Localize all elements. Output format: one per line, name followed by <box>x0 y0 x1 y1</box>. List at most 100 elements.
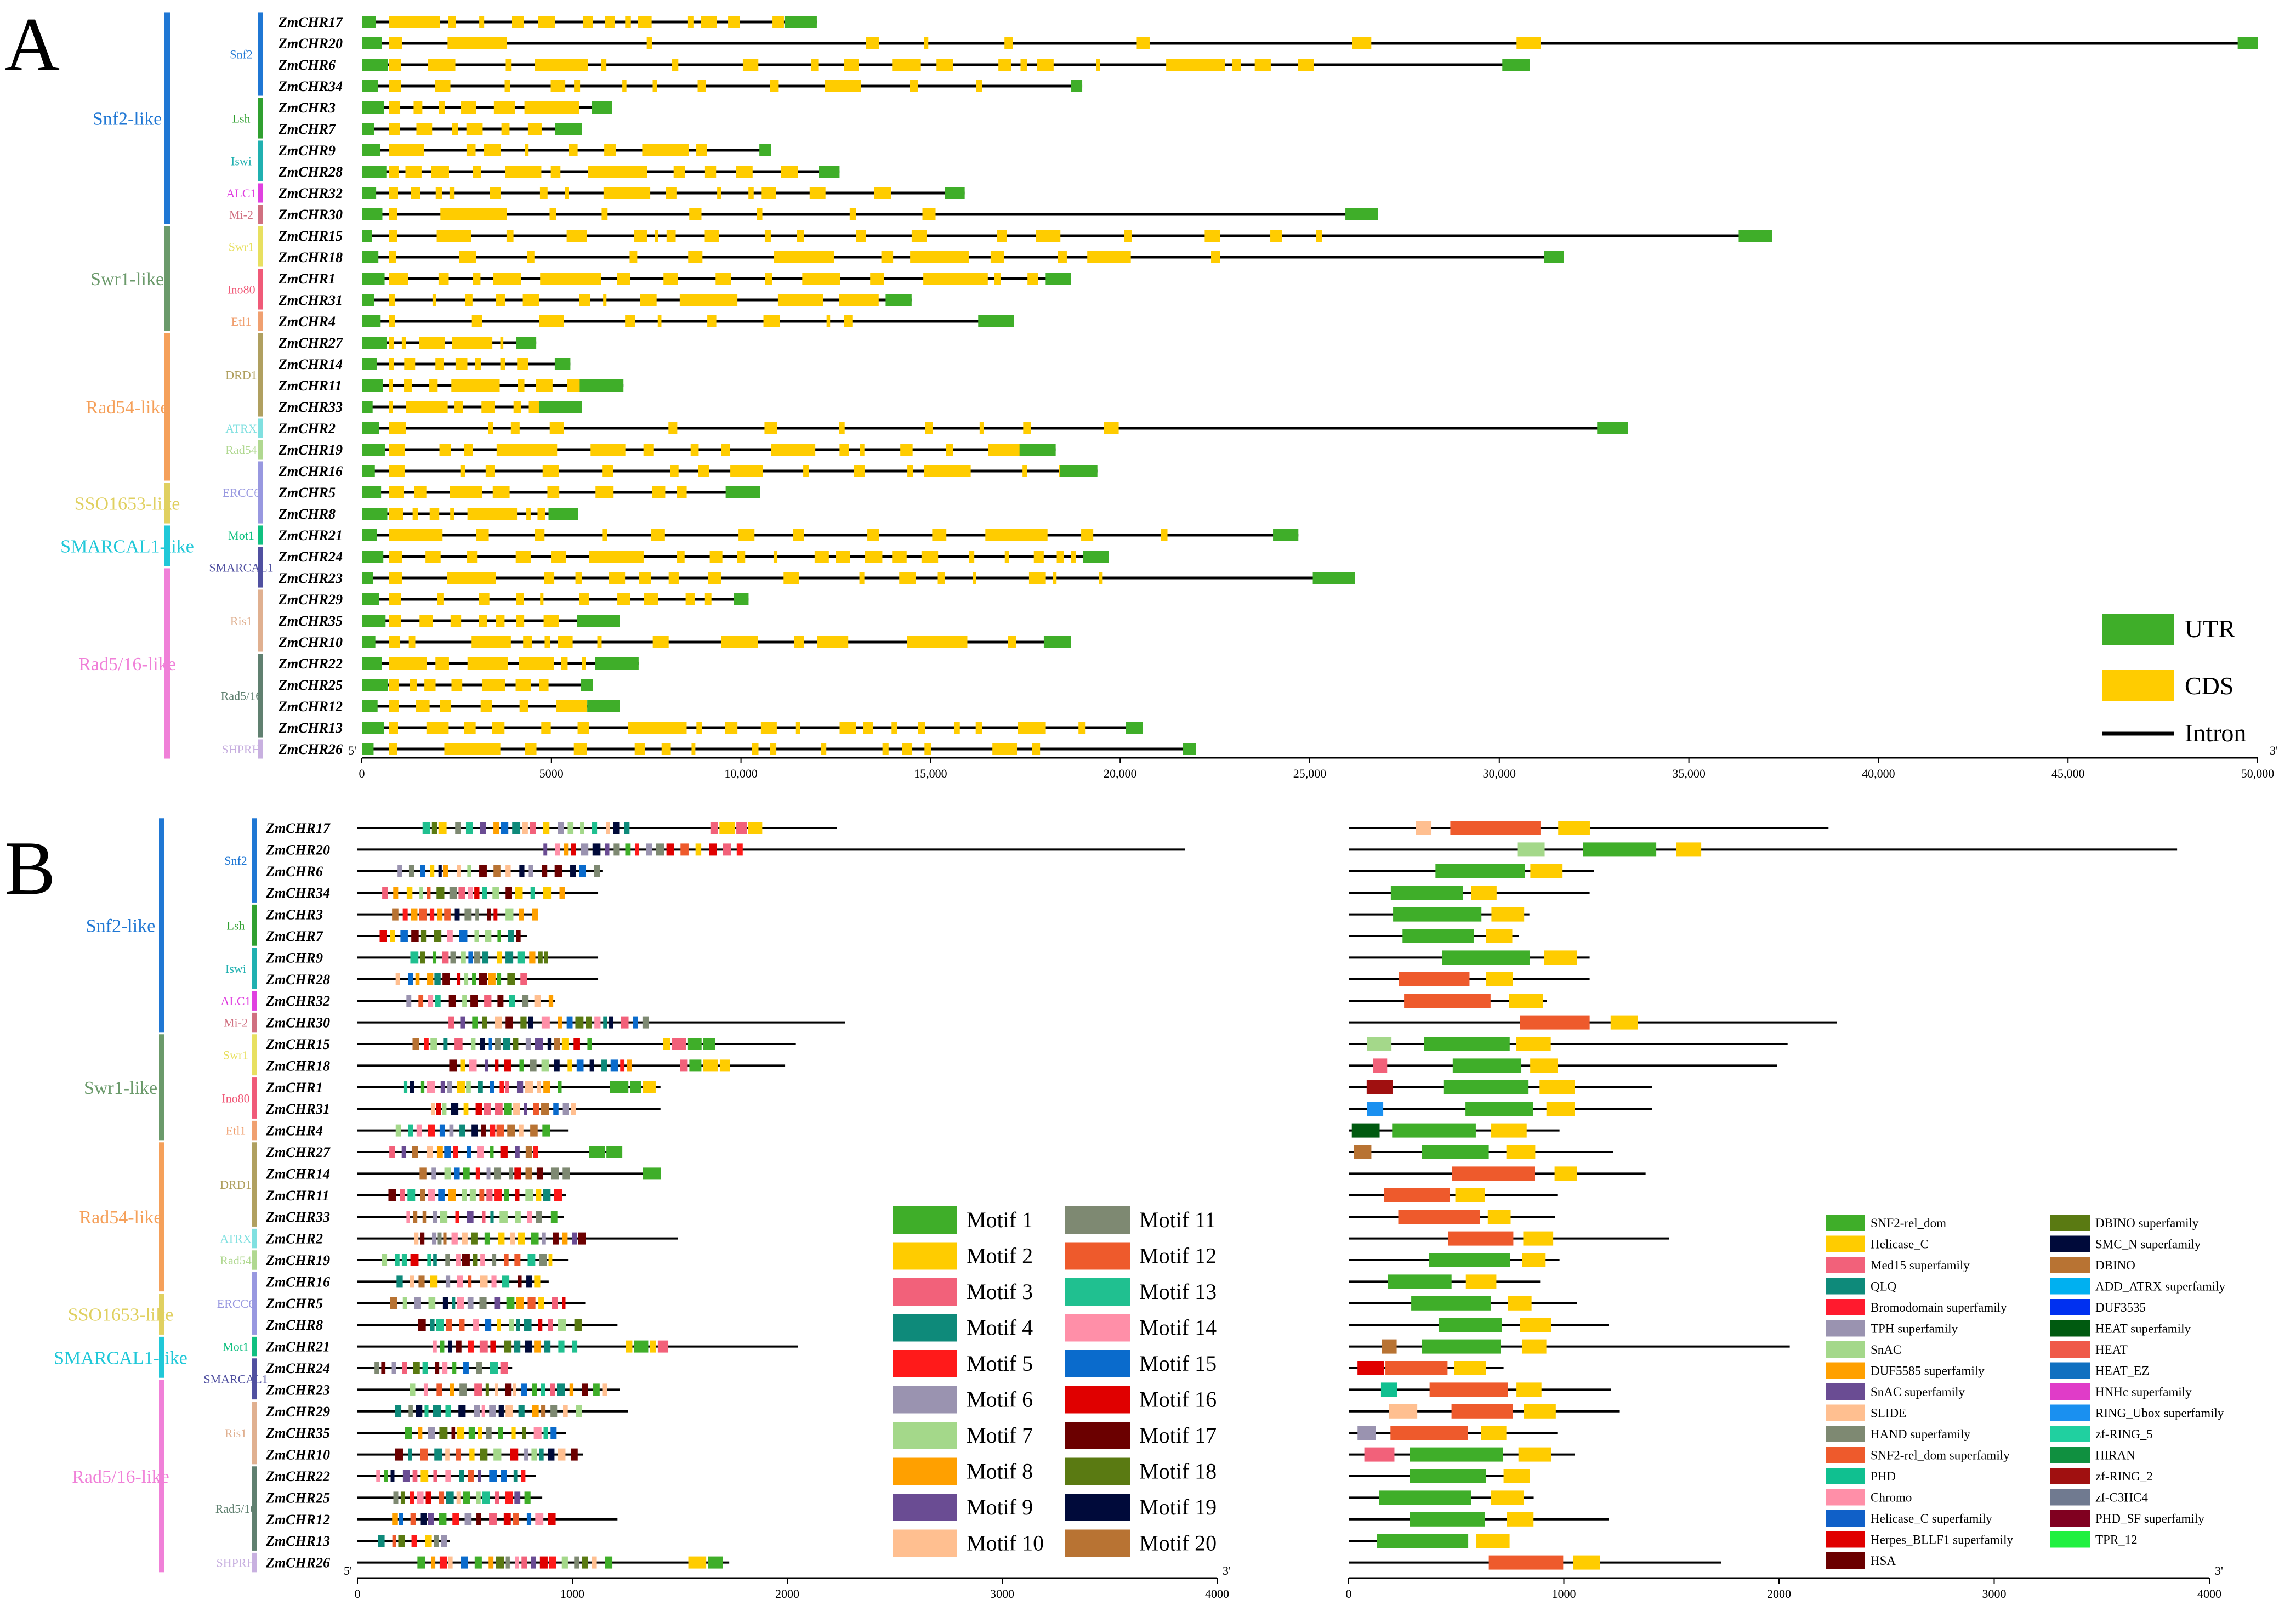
cds-block <box>604 144 616 156</box>
gene-name: ZmCHR35 <box>278 613 343 629</box>
motif-block <box>498 1427 503 1439</box>
motif-block <box>559 887 565 899</box>
motif-block <box>378 1535 384 1547</box>
motif-block <box>499 1211 508 1223</box>
motif-block <box>427 973 433 985</box>
motif-block <box>448 1189 456 1201</box>
cds-block <box>669 572 679 584</box>
cds-block <box>653 636 669 648</box>
motif-block <box>519 1125 524 1137</box>
cds-block <box>781 166 798 178</box>
cds-block <box>447 572 496 584</box>
cds-block <box>492 722 505 734</box>
cds-block <box>839 444 849 456</box>
motif-legend-label: Motif 10 <box>967 1531 1044 1556</box>
motif-block <box>723 843 731 855</box>
cds-block <box>705 166 716 178</box>
cds-block <box>427 722 449 734</box>
motif-block <box>401 1491 405 1504</box>
cds-block <box>523 294 539 306</box>
domain-legend-label: HEAT superfamily <box>2095 1322 2191 1336</box>
subfamily-label: ERCC6 <box>223 486 260 500</box>
cds-block <box>468 657 508 670</box>
motif-block <box>466 1081 471 1093</box>
cds-block <box>550 422 564 434</box>
domain-legend-label: Chromo <box>1871 1491 1912 1505</box>
motif-block <box>488 1038 492 1050</box>
motif-block <box>429 1297 436 1309</box>
subfamily-label: Lsh <box>232 112 251 126</box>
motif-block <box>555 843 560 855</box>
motif-block <box>396 1125 401 1137</box>
motif-block <box>505 951 513 963</box>
motif-block <box>444 909 451 921</box>
cds-block <box>1096 59 1100 71</box>
motif-block <box>504 1254 508 1266</box>
motif-block <box>443 1038 447 1050</box>
three-prime-label: 3' <box>1223 1564 1231 1578</box>
subfamily-bar <box>252 1142 257 1227</box>
motif-block <box>434 930 441 942</box>
cds-block <box>481 700 492 712</box>
motif-block <box>454 1167 459 1179</box>
motif-block <box>484 995 491 1007</box>
utr-block <box>1313 572 1355 584</box>
cds-block <box>1078 722 1085 734</box>
subfamily-label: Ino80 <box>227 283 255 297</box>
motif-block <box>624 822 629 834</box>
cds-block <box>439 273 449 285</box>
cds-block <box>867 529 879 541</box>
motif-legend-label: Motif 9 <box>967 1495 1033 1519</box>
motif-block <box>396 973 400 985</box>
subfamily-bar <box>258 589 263 651</box>
motif-block <box>538 1297 544 1309</box>
cds-block <box>865 551 882 563</box>
domain-block <box>1399 972 1470 986</box>
domain-legend-swatch <box>2050 1510 2090 1527</box>
cds-block <box>821 743 826 755</box>
x-tick-label: 2000 <box>1767 1587 1791 1601</box>
family-brackets-a: Snf2-like Swr1-like Rad54-like SSO1653-like… <box>60 12 274 758</box>
cds-block <box>538 16 555 28</box>
utr-block <box>362 187 376 199</box>
family-bar <box>159 1034 164 1140</box>
motif-block <box>527 1254 535 1266</box>
utr-block <box>362 486 381 498</box>
motif-block <box>411 1513 416 1525</box>
cds-block <box>856 230 866 242</box>
motif-block <box>515 1146 520 1158</box>
motif-block <box>571 843 576 855</box>
gene-structure-panel: ZmCHR17ZmCHR20ZmCHR6ZmCHR34ZmCHR3ZmCHR7Z… <box>278 14 2278 780</box>
cds-block <box>551 80 566 92</box>
cds-block <box>1081 529 1093 541</box>
domain-block <box>1393 907 1481 922</box>
motif-block <box>476 1362 482 1374</box>
domain-legend-swatch <box>2050 1278 2090 1295</box>
motif-block <box>534 1341 541 1353</box>
cds-block <box>998 59 1011 71</box>
motif-block <box>450 887 457 899</box>
cds-block <box>479 615 487 627</box>
motif-block <box>576 1405 582 1417</box>
domain-block <box>1520 1016 1590 1030</box>
motif-block <box>514 1254 520 1266</box>
gene-name: ZmCHR5 <box>278 485 336 501</box>
motif-block <box>549 995 553 1007</box>
motif-block <box>487 909 491 921</box>
motif-block <box>412 1535 417 1547</box>
utr-block <box>516 337 536 349</box>
motif-block <box>469 1059 477 1071</box>
motif-block <box>394 1491 399 1504</box>
motif-legend-label: Motif 20 <box>1139 1531 1217 1556</box>
domain-legend-swatch <box>2050 1405 2090 1421</box>
motif-block <box>418 1427 423 1439</box>
cds-block <box>1255 59 1271 71</box>
motif-block <box>456 1211 459 1223</box>
gene-name: ZmCHR8 <box>278 506 336 522</box>
utr-block <box>734 593 749 605</box>
motif-block <box>430 1038 437 1050</box>
utr-block <box>362 422 379 434</box>
cds-block <box>836 551 850 563</box>
motif-block <box>457 1275 463 1287</box>
motif-block <box>480 1038 485 1050</box>
